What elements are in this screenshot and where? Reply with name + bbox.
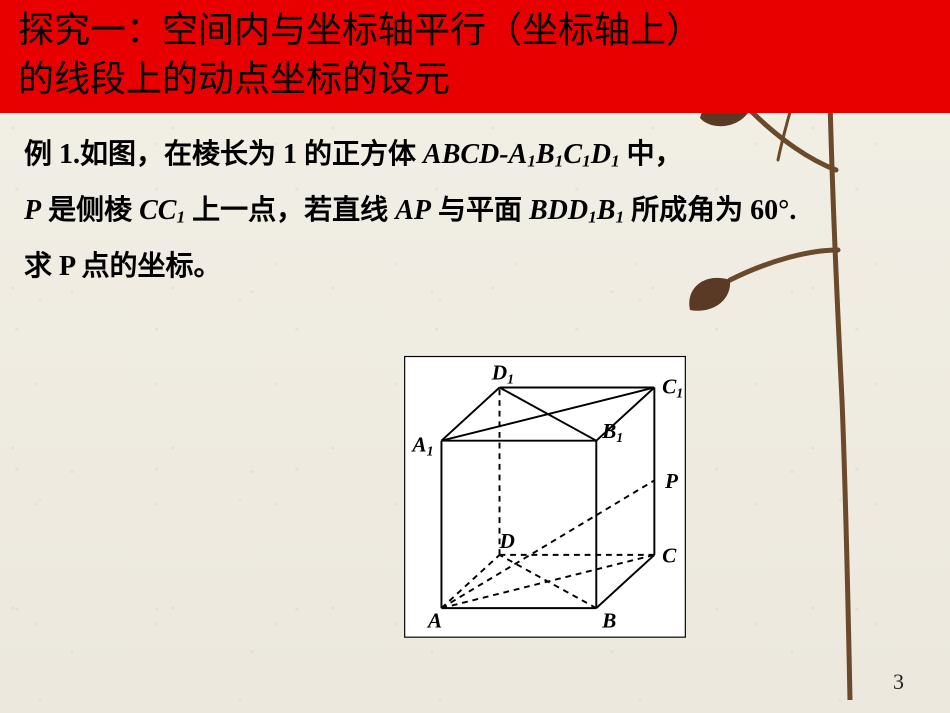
example-line-3: 求 P 点的坐标。	[24, 251, 222, 282]
problem-text: 例 1.如图，在棱长为 1 的正方体 ABCD-A1B1C1D1 中， P 是侧…	[0, 113, 950, 295]
svg-text:B: B	[601, 608, 616, 632]
example-line-1: 例 1.如图，在棱长为 1 的正方体 ABCD-A1B1C1D1 中，	[24, 139, 683, 170]
section-header: 探究一：空间内与坐标轴平行（坐标轴上） 的线段上的动点坐标的设元	[0, 0, 950, 113]
header-line-2: 的线段上的动点坐标的设元	[18, 59, 450, 99]
page-number: 3	[893, 669, 904, 695]
cube-figure: ABCDA1B1C1D1P	[395, 332, 695, 652]
example-line-2: P 是侧棱 CC1 上一点，若直线 AP 与平面 BDD1B1 所成角为 60°…	[24, 195, 796, 226]
svg-text:A: A	[426, 608, 442, 632]
header-line-1: 探究一：空间内与坐标轴平行（坐标轴上）	[18, 10, 702, 50]
svg-text:P: P	[664, 469, 679, 493]
svg-text:D: D	[499, 529, 515, 553]
svg-text:C: C	[662, 544, 677, 568]
